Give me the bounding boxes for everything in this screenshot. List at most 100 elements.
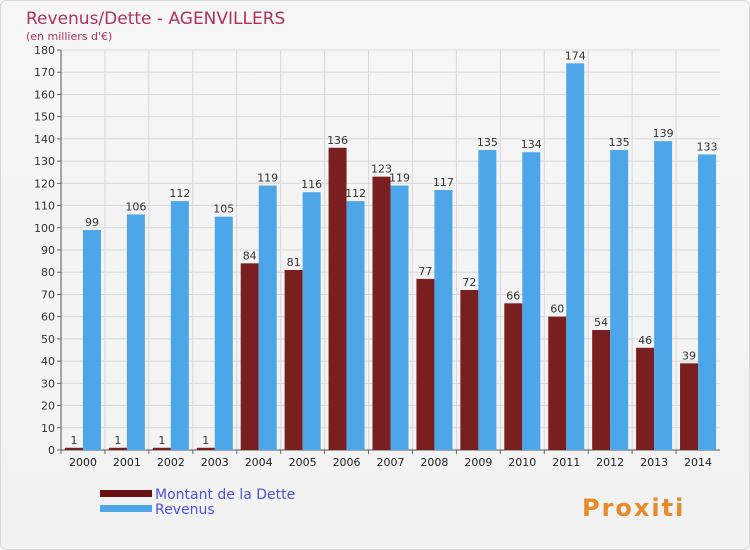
y-tick-label: 150 [34,111,55,124]
data-label-revenus: 106 [125,200,146,213]
data-label-dette: 39 [682,349,696,362]
data-label-dette: 1 [114,434,121,447]
data-label-dette: 81 [287,256,301,269]
bar-revenus [654,141,673,450]
legend-label-dette: Montant de la Dette [155,487,295,503]
y-tick-label: 160 [34,88,55,101]
data-label-dette: 66 [506,289,520,302]
legend-label-revenus: Revenus [155,502,215,518]
y-tick-label: 50 [41,333,55,346]
bar-revenus [566,63,585,450]
x-tick-label: 2001 [113,456,141,469]
bar-dette [284,270,303,450]
proxiti-logo: Proxiti [582,494,685,522]
data-label-revenus: 99 [85,216,99,229]
data-label-revenus: 135 [609,136,630,149]
bar-revenus [126,214,145,450]
x-tick-label: 2002 [157,456,185,469]
bar-dette [460,290,479,450]
x-tick-label: 2011 [552,456,580,469]
y-tick-label: 90 [41,244,55,257]
data-label-revenus: 119 [257,172,278,185]
data-label-dette: 60 [550,303,564,316]
bar-revenus [302,192,321,450]
x-tick-label: 2004 [245,456,273,469]
bar-revenus [698,154,717,450]
bar-dette [548,316,567,450]
y-tick-label: 60 [41,311,55,324]
y-tick-label: 10 [41,422,55,435]
y-tick-label: 20 [41,400,55,413]
data-label-revenus: 117 [433,176,454,189]
bar-dette [592,330,611,450]
x-tick-label: 2010 [508,456,536,469]
bar-revenus [478,150,497,450]
data-label-revenus: 135 [477,136,498,149]
bar-revenus [610,150,629,450]
x-tick-label: 2006 [333,456,361,469]
data-label-dette: 54 [594,316,608,329]
bar-revenus [82,230,101,450]
chart-subtitle: (en milliers d'€) [26,30,112,43]
data-label-revenus: 119 [389,172,410,185]
y-tick-label: 140 [34,133,55,146]
data-label-dette: 1 [70,434,77,447]
y-tick-label: 0 [48,444,55,457]
x-tick-label: 2012 [596,456,624,469]
data-label-dette: 84 [243,249,257,262]
bars [64,63,717,451]
data-label-revenus: 112 [169,187,190,200]
proxiti-logo-text: Proxiti [582,494,685,522]
x-tick-label: 2007 [377,456,405,469]
data-label-dette: 136 [327,134,348,147]
bar-revenus [522,152,541,450]
bar-revenus [170,201,189,450]
bar-dette [504,303,523,450]
x-tick-label: 2005 [289,456,317,469]
bar-dette [196,447,215,450]
data-label-revenus: 139 [653,127,674,140]
bar-dette [636,347,655,450]
bar-dette [64,447,83,450]
legend-swatch-revenus [100,505,152,512]
data-label-dette: 72 [462,276,476,289]
x-tick-label: 2013 [640,456,668,469]
x-tick-label: 2014 [684,456,712,469]
data-label-revenus: 116 [301,178,322,191]
x-tick-label: 2008 [420,456,448,469]
legend: Montant de la Dette Revenus [100,487,295,518]
bar-dette [328,147,347,450]
y-tick-label: 80 [41,266,55,279]
data-labels: 1991106111211058411981116136112123119771… [70,49,717,446]
data-label-revenus: 134 [521,138,542,151]
data-label-dette: 77 [418,265,432,278]
data-label-revenus: 112 [345,187,366,200]
data-label-dette: 46 [638,334,652,347]
data-label-revenus: 105 [213,203,234,216]
bar-revenus [346,201,365,450]
data-label-revenus: 174 [565,49,586,62]
y-tick-label: 130 [34,155,55,168]
bar-revenus [434,190,453,450]
y-tick-label: 40 [41,355,55,368]
data-label-revenus: 133 [697,140,718,153]
bar-dette [416,278,435,450]
bar-dette [372,176,391,450]
bar-dette [152,447,171,450]
legend-swatch-dette [100,490,152,497]
data-label-dette: 1 [158,434,165,447]
bar-dette [240,263,259,450]
y-tick-label: 170 [34,66,55,79]
bar-dette [108,447,127,450]
data-label-dette: 123 [371,163,392,176]
data-label-dette: 1 [202,434,209,447]
bar-dette [680,363,699,450]
x-tick-label: 2003 [201,456,229,469]
y-tick-label: 100 [34,222,55,235]
y-tick-label: 110 [34,200,55,213]
chart-title: Revenus/Dette - AGENVILLERS [26,9,285,29]
y-tick-label: 120 [34,177,55,190]
x-tick-label: 2000 [69,456,97,469]
bar-revenus [214,216,233,450]
